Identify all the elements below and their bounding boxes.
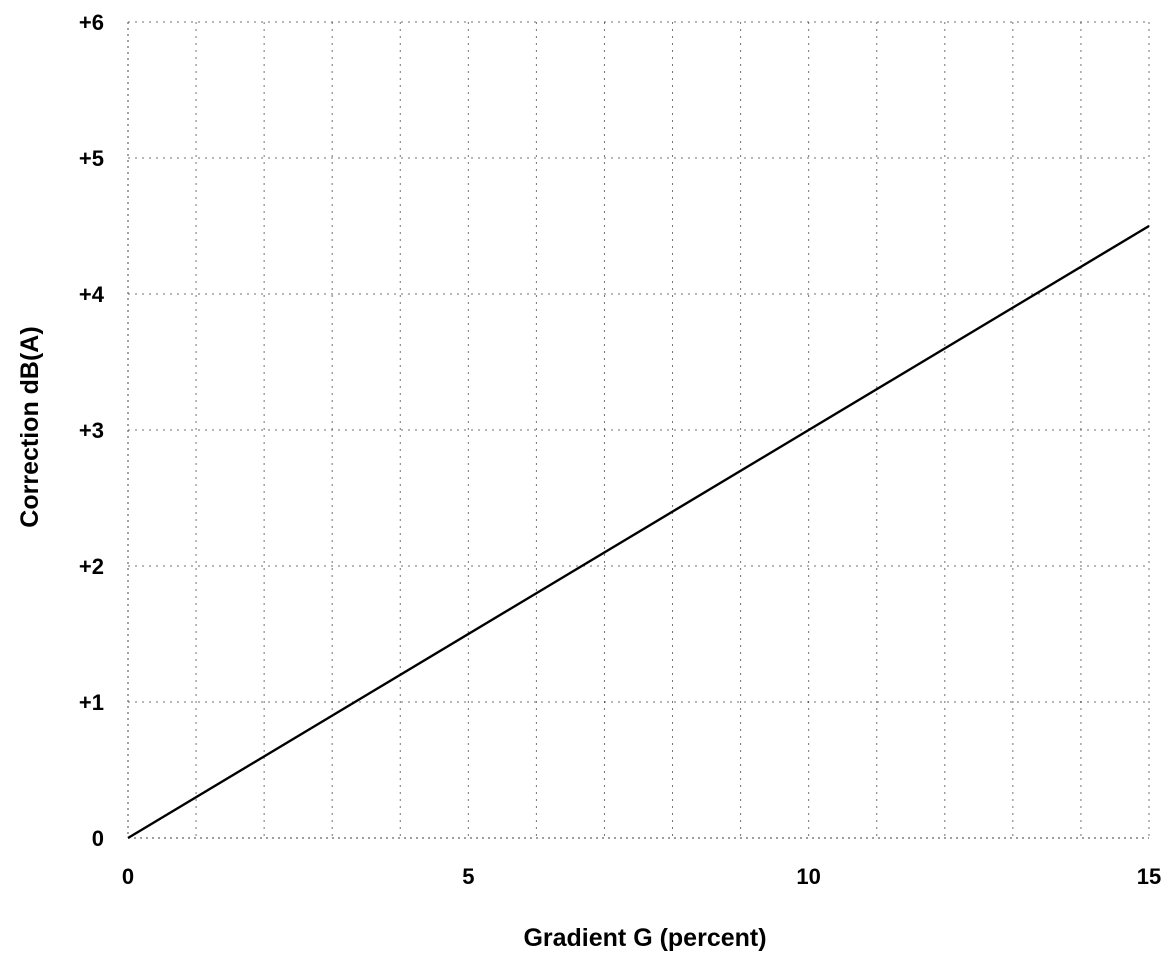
y-tick-label-+5: +5 [79, 146, 104, 171]
y-axis-title: Correction dB(A) [16, 326, 44, 527]
grid [127, 21, 1150, 839]
x-tick-label-5: 5 [462, 864, 474, 889]
y-tick-labels: 0 +1 +2 +3 +4 +5 +6 [79, 10, 105, 851]
y-tick-label-+4: +4 [79, 282, 105, 307]
y-tick-label-+2: +2 [79, 554, 104, 579]
x-axis-title: Gradient G (percent) [523, 924, 766, 952]
series-line-0 [127, 224, 1150, 840]
series-layer [127, 224, 1150, 840]
x-tick-labels: 0 5 10 15 [122, 864, 1161, 889]
y-tick-label-+3: +3 [79, 418, 104, 443]
y-tick-label-+6: +6 [79, 10, 104, 35]
y-tick-label-0: 0 [92, 826, 104, 851]
x-tick-label-10: 10 [796, 864, 820, 889]
y-tick-label-+1: +1 [79, 690, 104, 715]
x-tick-label-0: 0 [122, 864, 134, 889]
x-tick-label-15: 15 [1137, 864, 1161, 889]
